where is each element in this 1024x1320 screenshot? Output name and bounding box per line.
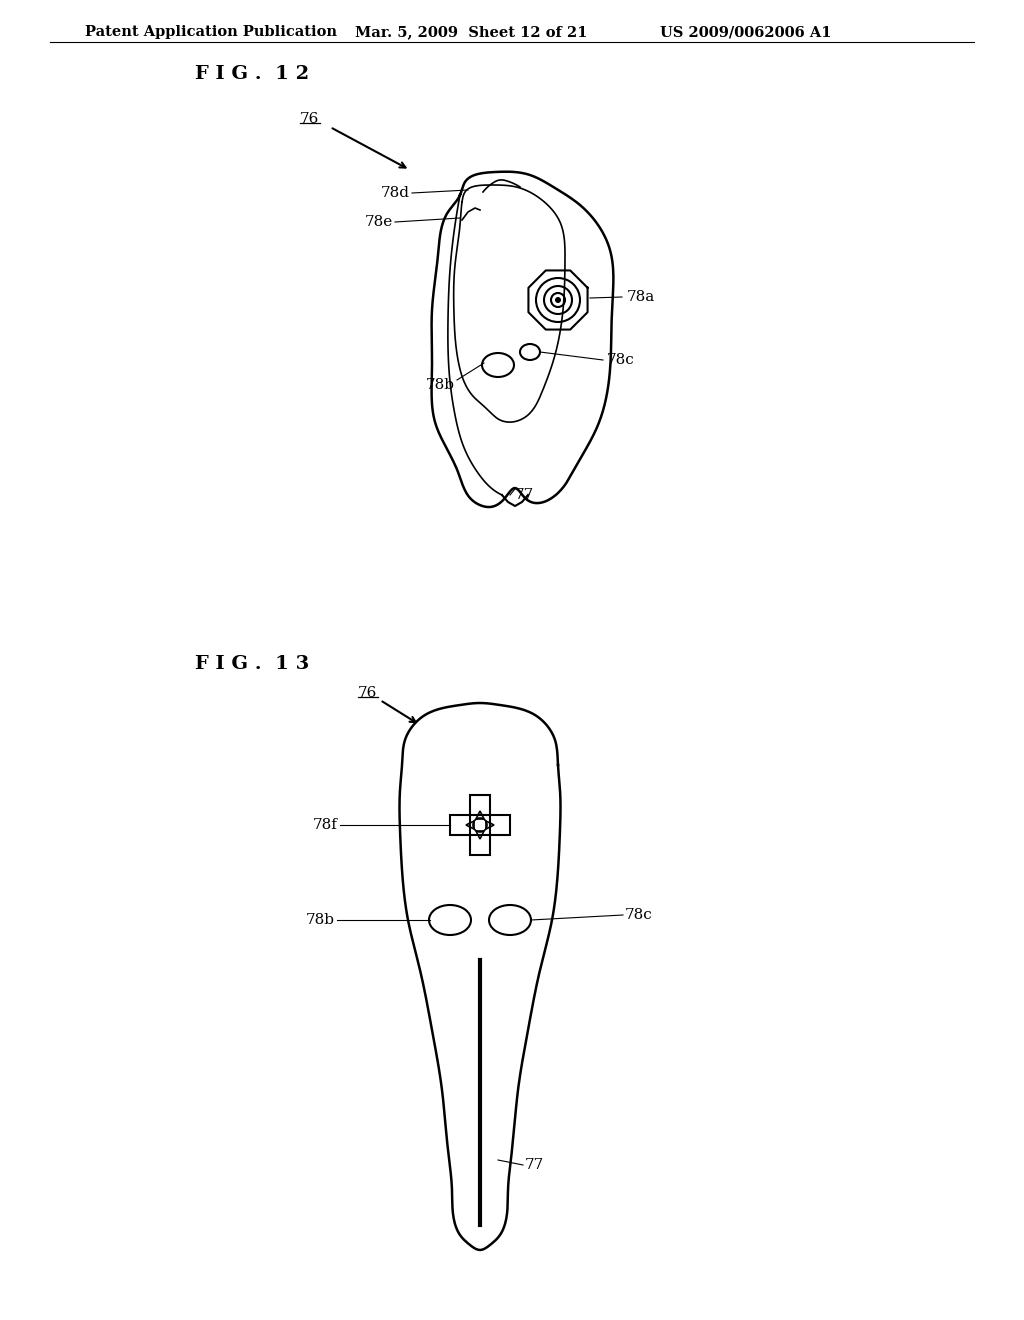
Text: 77: 77	[525, 1158, 544, 1172]
Circle shape	[555, 297, 561, 304]
Text: 77: 77	[515, 488, 535, 502]
Text: Patent Application Publication: Patent Application Publication	[85, 25, 337, 40]
Text: 78b: 78b	[306, 913, 335, 927]
Text: 78b: 78b	[426, 378, 455, 392]
Text: US 2009/0062006 A1: US 2009/0062006 A1	[660, 25, 831, 40]
Text: 78c: 78c	[625, 908, 652, 921]
Text: Mar. 5, 2009  Sheet 12 of 21: Mar. 5, 2009 Sheet 12 of 21	[355, 25, 588, 40]
Text: F I G .  1 3: F I G . 1 3	[195, 655, 309, 673]
Text: 78f: 78f	[313, 818, 338, 832]
Text: 78a: 78a	[627, 290, 655, 304]
Text: 78e: 78e	[365, 215, 393, 228]
Text: 78d: 78d	[381, 186, 410, 201]
Text: 76: 76	[358, 686, 378, 700]
Text: F I G .  1 2: F I G . 1 2	[195, 65, 309, 83]
Text: 78c: 78c	[607, 352, 635, 367]
Text: 76: 76	[300, 112, 319, 125]
